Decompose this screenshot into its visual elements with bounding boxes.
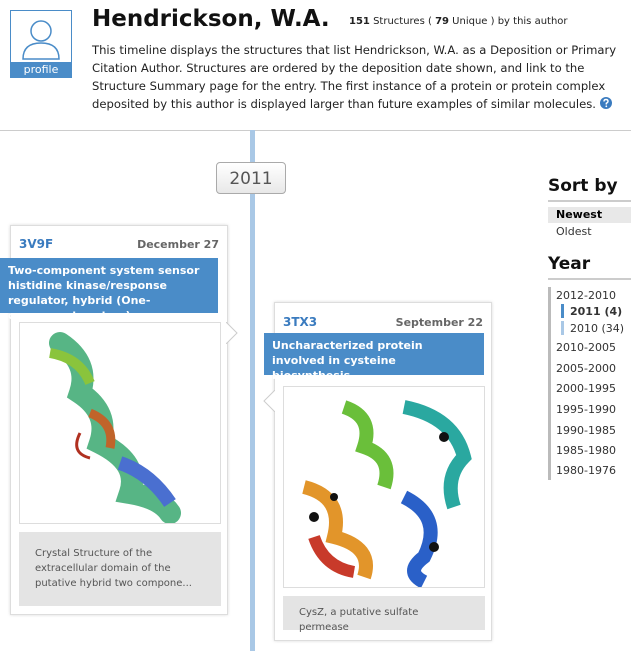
year-option[interactable]: 2011 (4)	[570, 305, 622, 318]
timeline-line	[250, 130, 255, 651]
year-range[interactable]: 2012-2010	[556, 289, 616, 302]
description-text: This timeline displays the structures th…	[92, 43, 616, 111]
sort-option[interactable]: Newest	[548, 207, 631, 223]
card-pointer	[263, 390, 275, 412]
sort-option[interactable]: Oldest	[556, 225, 592, 238]
avatar	[11, 11, 71, 63]
unique: 79	[435, 16, 449, 27]
protein-render	[20, 323, 220, 523]
unique-text: Unique ) by this author	[452, 16, 567, 27]
count: 151	[349, 16, 370, 27]
structure-date: September 22	[396, 316, 483, 329]
structure-id[interactable]: 3TX3	[283, 315, 317, 329]
author-name: Hendrickson, W.A.	[92, 6, 330, 32]
divider	[548, 278, 631, 280]
card-pointer	[226, 322, 238, 344]
sort-title: Sort by	[548, 176, 618, 196]
divider	[548, 200, 631, 202]
year-bar	[561, 321, 564, 335]
description: This timeline displays the structures th…	[92, 41, 626, 113]
count-text: Structures (	[373, 16, 432, 27]
year-range[interactable]: 1980-1976	[556, 464, 616, 477]
year-range[interactable]: 2010-2005	[556, 341, 616, 354]
protein-render	[284, 387, 484, 587]
year-range[interactable]: 1985-1980	[556, 444, 616, 457]
year-title: Year	[548, 254, 590, 274]
structure-title: Uncharacterized protein involved in cyst…	[264, 333, 484, 375]
structure-caption: Crystal Structure of the extracellular d…	[19, 532, 221, 606]
profile-label: profile	[11, 62, 71, 77]
year-range[interactable]: 2000-1995	[556, 382, 616, 395]
divider	[0, 130, 631, 131]
structure-date: December 27	[137, 238, 219, 251]
year-range[interactable]: 1990-1985	[556, 424, 616, 437]
structure-count: 151 Structures ( 79 Unique ) by this aut…	[349, 16, 568, 27]
year-bar	[548, 287, 551, 480]
page: profile Hendrickson, W.A. 151 Structures…	[0, 0, 631, 651]
year-range[interactable]: 2005-2000	[556, 362, 616, 375]
structure-title: Two-component system sensor histidine ki…	[0, 258, 218, 313]
help-icon[interactable]	[600, 97, 612, 109]
year-range[interactable]: 1995-1990	[556, 403, 616, 416]
profile-icon[interactable]: profile	[10, 10, 72, 78]
structure-id[interactable]: 3V9F	[19, 237, 53, 251]
year-option[interactable]: 2010 (34)	[570, 322, 624, 335]
structure-image[interactable]	[283, 386, 485, 588]
year-marker: 2011	[216, 162, 286, 194]
structure-image[interactable]	[19, 322, 221, 524]
structure-caption: CysZ, a putative sulfate permease	[283, 596, 485, 630]
year-selected-bar	[561, 304, 564, 318]
